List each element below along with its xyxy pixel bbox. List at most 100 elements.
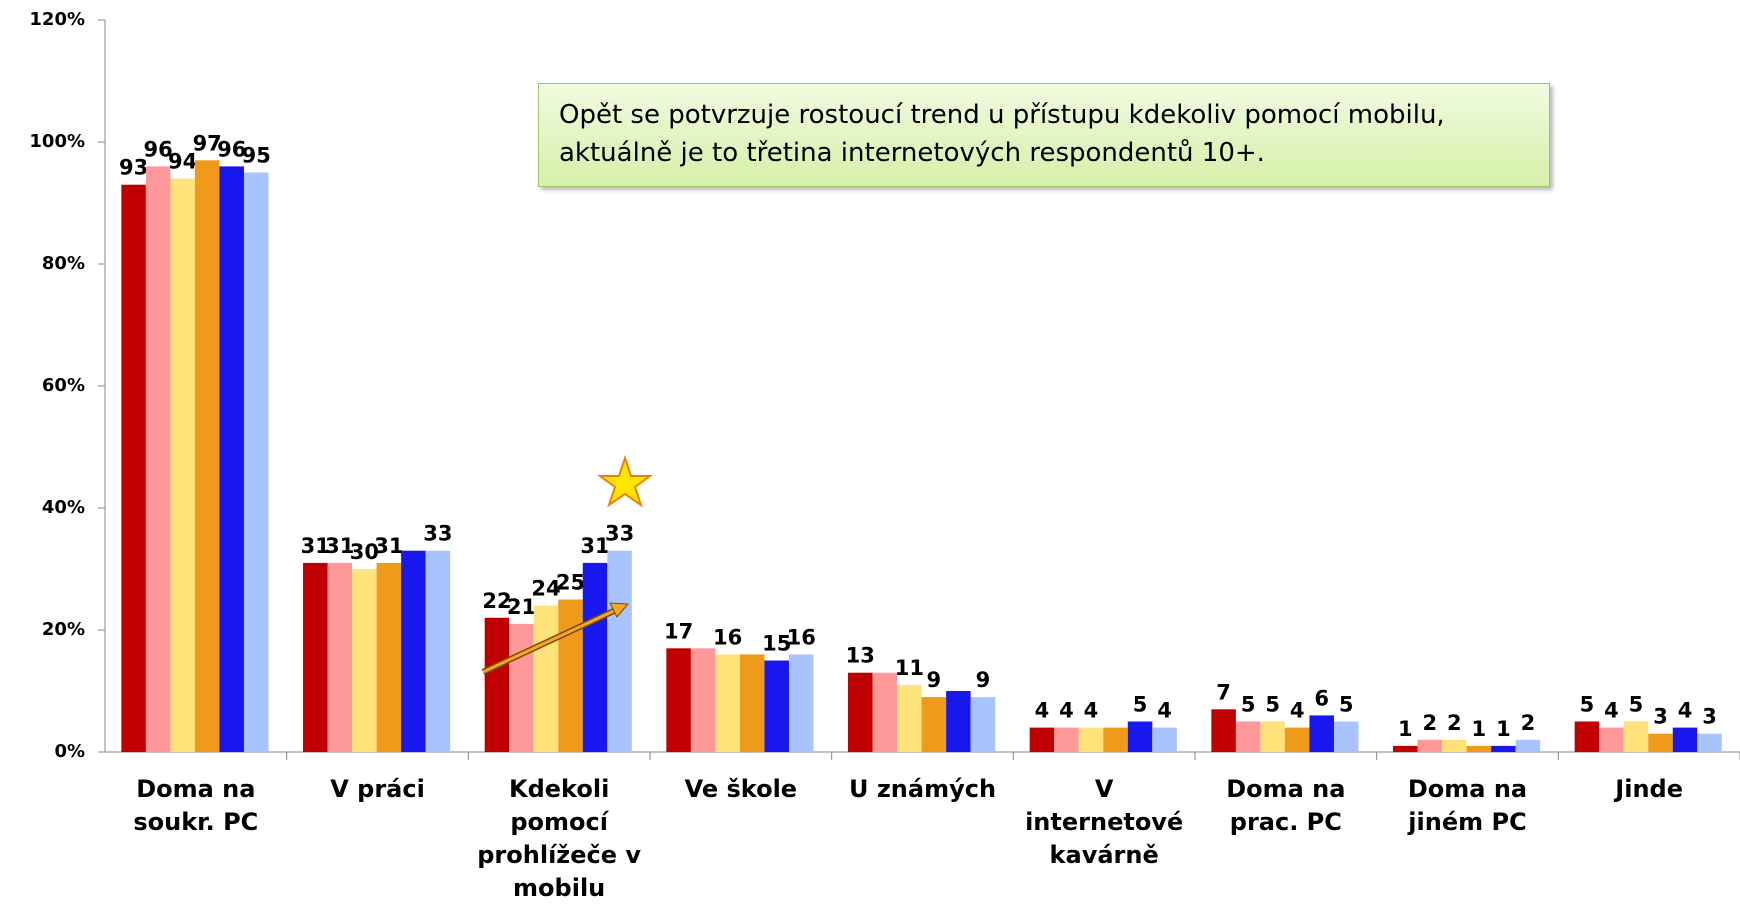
bar bbox=[897, 684, 922, 752]
bar bbox=[1054, 727, 1079, 752]
bar bbox=[970, 697, 996, 752]
bar bbox=[1029, 727, 1055, 752]
value-label: 6 bbox=[1314, 686, 1329, 710]
x-tick-label: Kdekoli pomocí prohlížeče v mobilu bbox=[477, 775, 642, 902]
bar bbox=[921, 697, 947, 752]
bar bbox=[690, 648, 716, 752]
bar bbox=[666, 648, 691, 752]
bar bbox=[1672, 727, 1698, 752]
value-label: 2 bbox=[1447, 711, 1462, 735]
y-tick-label: 80% bbox=[42, 253, 85, 274]
value-label: 24 bbox=[531, 577, 560, 601]
x-tick-label: U známých bbox=[848, 775, 997, 803]
bar bbox=[1515, 739, 1541, 752]
bar bbox=[352, 569, 377, 752]
bar bbox=[1309, 715, 1334, 752]
value-label: 5 bbox=[1265, 693, 1280, 717]
bar bbox=[1599, 727, 1624, 752]
bar bbox=[243, 172, 269, 752]
value-label: 4 bbox=[1035, 699, 1050, 723]
bar bbox=[1284, 727, 1310, 752]
bar bbox=[1417, 739, 1443, 752]
bar bbox=[1078, 727, 1104, 752]
value-label: 4 bbox=[1157, 699, 1172, 723]
bar bbox=[1491, 745, 1516, 752]
value-label: 15 bbox=[762, 632, 791, 656]
value-label: 93 bbox=[119, 156, 148, 180]
x-tick-label: Doma na jiném PC bbox=[1407, 775, 1528, 836]
x-tick-label: Doma na prac. PC bbox=[1226, 775, 1346, 836]
value-label: 3 bbox=[1702, 705, 1717, 729]
bar bbox=[1152, 727, 1177, 752]
value-label: 2 bbox=[1422, 711, 1437, 735]
bar bbox=[484, 617, 510, 752]
value-label: 3 bbox=[1653, 705, 1668, 729]
value-label: 33 bbox=[423, 522, 452, 546]
value-label: 21 bbox=[507, 595, 536, 619]
value-label: 31 bbox=[325, 534, 354, 558]
value-label: 95 bbox=[242, 144, 271, 168]
value-label: 16 bbox=[787, 625, 816, 649]
value-label: 16 bbox=[713, 625, 742, 649]
value-label: 25 bbox=[556, 571, 585, 595]
y-tick-label: 20% bbox=[42, 619, 85, 640]
y-tick-label: 60% bbox=[42, 375, 85, 396]
bar bbox=[376, 562, 402, 752]
value-label: 30 bbox=[350, 540, 379, 564]
y-tick-label: 120% bbox=[29, 9, 85, 30]
value-label: 4 bbox=[1084, 699, 1099, 723]
value-label: 1 bbox=[1496, 717, 1511, 741]
bar bbox=[1127, 721, 1153, 752]
trend-arrow bbox=[482, 607, 619, 674]
bar bbox=[1648, 733, 1673, 752]
x-tick-label: Ve škole bbox=[684, 775, 798, 803]
value-label: 31 bbox=[301, 534, 330, 558]
value-label: 96 bbox=[144, 137, 173, 161]
x-tick-label: V práci bbox=[330, 775, 425, 803]
bar bbox=[558, 599, 583, 752]
y-tick-label: 0% bbox=[54, 741, 85, 762]
bar bbox=[582, 562, 608, 752]
bar bbox=[764, 660, 789, 752]
value-label: 31 bbox=[580, 534, 609, 558]
bar bbox=[303, 562, 328, 752]
bar bbox=[1623, 721, 1649, 752]
value-label: 2 bbox=[1521, 711, 1536, 735]
value-label: 7 bbox=[1216, 680, 1231, 704]
bar bbox=[1574, 721, 1600, 752]
star bbox=[596, 454, 654, 508]
value-label: 5 bbox=[1580, 693, 1595, 717]
value-label: 5 bbox=[1133, 693, 1148, 717]
value-label: 97 bbox=[193, 131, 222, 155]
value-label: 5 bbox=[1241, 693, 1256, 717]
value-label: 11 bbox=[895, 656, 924, 680]
bar bbox=[145, 166, 171, 752]
value-label: 4 bbox=[1604, 699, 1619, 723]
x-tick-label: Jinde bbox=[1615, 775, 1683, 803]
bar bbox=[1235, 721, 1261, 752]
value-label: 31 bbox=[374, 534, 403, 558]
bar bbox=[848, 672, 873, 752]
value-label: 4 bbox=[1290, 699, 1305, 723]
value-label: 9 bbox=[927, 668, 942, 692]
bar bbox=[872, 672, 898, 752]
bar bbox=[533, 605, 559, 752]
bar bbox=[1103, 727, 1128, 752]
value-label: 4 bbox=[1059, 699, 1074, 723]
bar bbox=[1697, 733, 1722, 752]
bar bbox=[219, 166, 244, 752]
bar bbox=[1393, 745, 1418, 752]
value-label: 1 bbox=[1398, 717, 1413, 741]
value-label: 5 bbox=[1629, 693, 1644, 717]
bar bbox=[1333, 721, 1359, 752]
trend-arrow-head bbox=[609, 602, 630, 618]
value-label: 22 bbox=[482, 589, 511, 613]
value-label: 33 bbox=[605, 522, 634, 546]
y-tick-label: 40% bbox=[42, 497, 85, 518]
value-label: 13 bbox=[846, 644, 875, 668]
value-label: 5 bbox=[1339, 693, 1354, 717]
x-tick-label: V internetové kavárně bbox=[1025, 775, 1184, 869]
bar bbox=[946, 691, 971, 752]
bar bbox=[327, 562, 353, 752]
